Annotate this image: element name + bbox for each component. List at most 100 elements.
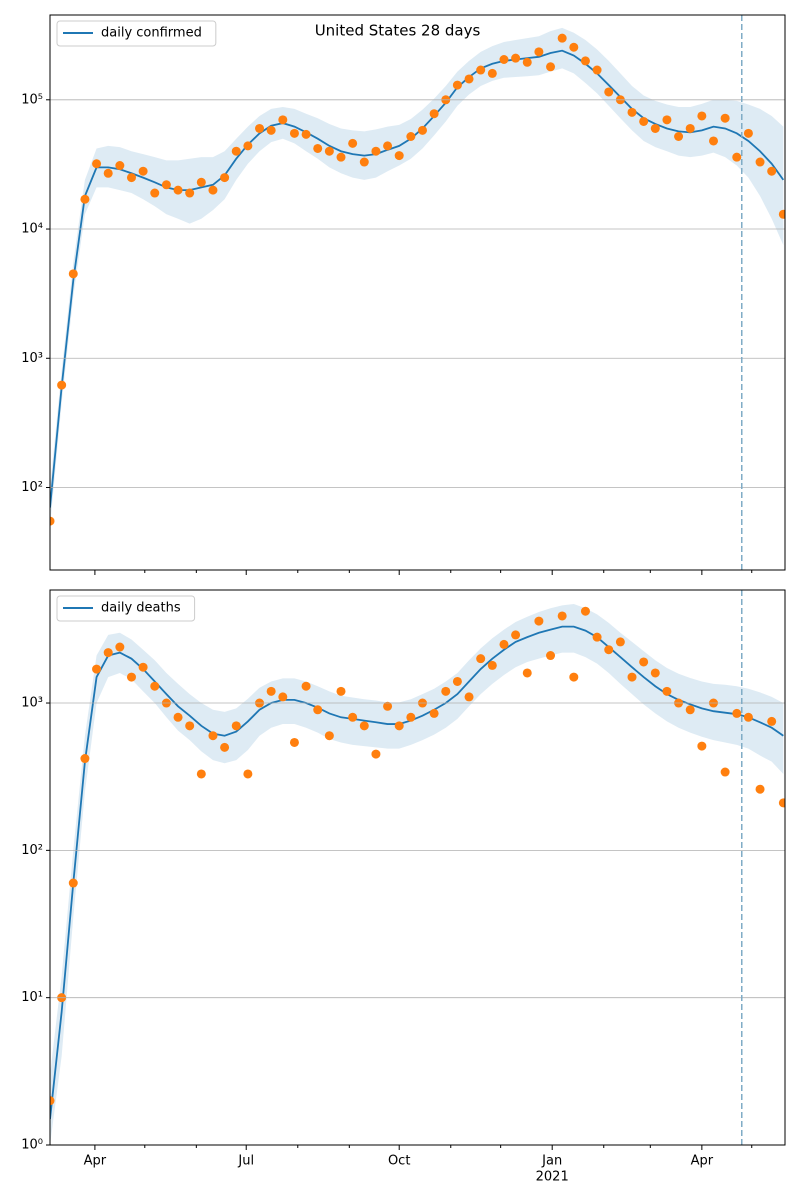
observed-point (743, 712, 753, 722)
observed-point (115, 161, 125, 171)
observed-point (557, 33, 567, 43)
observed-point (592, 632, 602, 642)
observed-point (324, 146, 334, 156)
observed-point (767, 166, 777, 176)
axes-frame (49, 14, 786, 571)
observed-point (383, 141, 393, 151)
observed-point (720, 767, 730, 777)
observed-point (487, 68, 497, 78)
confidence-band (50, 27, 784, 527)
observed-point (50, 1096, 55, 1106)
observed-point (650, 123, 660, 133)
observed-point (208, 731, 218, 741)
observed-point (196, 769, 206, 779)
observed-point (732, 708, 742, 718)
observed-point (441, 686, 451, 696)
observed-point (592, 65, 602, 75)
observed-point (348, 138, 358, 148)
observed-point (394, 721, 404, 731)
observed-point (697, 741, 707, 751)
observed-point (196, 177, 206, 187)
observed-point (674, 131, 684, 141)
observed-point (569, 42, 579, 52)
observed-point (359, 721, 369, 731)
observed-point (534, 47, 544, 57)
legend-box (56, 20, 217, 47)
observed-point (452, 80, 462, 90)
plot-area (50, 604, 785, 1145)
observed-point (522, 668, 532, 678)
observed-point (80, 754, 90, 764)
observed-point (557, 611, 567, 621)
observed-point (324, 731, 334, 741)
observed-point (708, 136, 718, 146)
observed-point (406, 131, 416, 141)
observed-point (732, 152, 742, 162)
x-tick-label: Jul (237, 1154, 254, 1169)
x-tick-label: Apr (84, 1154, 107, 1169)
legend: daily deaths (56, 595, 196, 622)
observed-point (546, 651, 556, 661)
observed-point (266, 125, 276, 135)
observed-point (580, 606, 590, 616)
observed-point (255, 123, 265, 133)
x-tick-label: Oct (388, 1154, 410, 1169)
observed-point (68, 269, 78, 279)
observed-point (511, 53, 521, 63)
observed-point (476, 65, 486, 75)
observed-point (278, 692, 288, 702)
observed-point (68, 878, 78, 888)
y-tick-label: 10⁰ (21, 1138, 43, 1153)
observed-point (534, 616, 544, 626)
observed-point (103, 168, 113, 178)
axes-frame (49, 589, 786, 1146)
observed-point (103, 648, 113, 658)
observed-point (499, 639, 509, 649)
observed-point (743, 128, 753, 138)
observed-point (778, 798, 785, 808)
observed-point (639, 116, 649, 126)
observed-point (301, 129, 311, 139)
observed-point (126, 672, 136, 682)
observed-point (313, 143, 323, 153)
observed-point (580, 56, 590, 66)
plot-area (50, 27, 785, 527)
legend-label: daily deaths (101, 601, 181, 616)
y-tick-label: 10² (21, 843, 43, 858)
observed-point (173, 712, 183, 722)
observed-point (429, 109, 439, 119)
observed-point (627, 672, 637, 682)
y-tick-label: 10⁵ (21, 92, 43, 107)
observed-point (185, 721, 195, 731)
observed-point (313, 705, 323, 715)
legend-box (56, 595, 196, 622)
observed-point (138, 662, 148, 672)
observed-point (266, 686, 276, 696)
observed-point (150, 188, 160, 198)
observed-point (755, 157, 765, 167)
observed-point (767, 716, 777, 726)
observed-point (662, 686, 672, 696)
model-line (50, 625, 784, 1120)
observed-point (511, 630, 521, 640)
observed-point (487, 660, 497, 670)
observed-point (150, 681, 160, 691)
y-tick-label: 10⁴ (21, 222, 43, 237)
model-line (50, 49, 785, 508)
observed-point (161, 180, 171, 190)
observed-point (604, 645, 614, 655)
observed-point (720, 113, 730, 123)
observed-point (185, 188, 195, 198)
x-tick-label: Apr (691, 1154, 714, 1169)
observed-point (476, 654, 486, 664)
observed-point (126, 173, 136, 183)
observed-point (546, 62, 556, 72)
observed-point (50, 516, 55, 526)
observed-point (755, 784, 765, 794)
observed-point (615, 637, 625, 647)
observed-point (115, 642, 125, 652)
observed-point (417, 125, 427, 135)
observed-point (289, 737, 299, 747)
confidence-band (50, 604, 784, 1145)
